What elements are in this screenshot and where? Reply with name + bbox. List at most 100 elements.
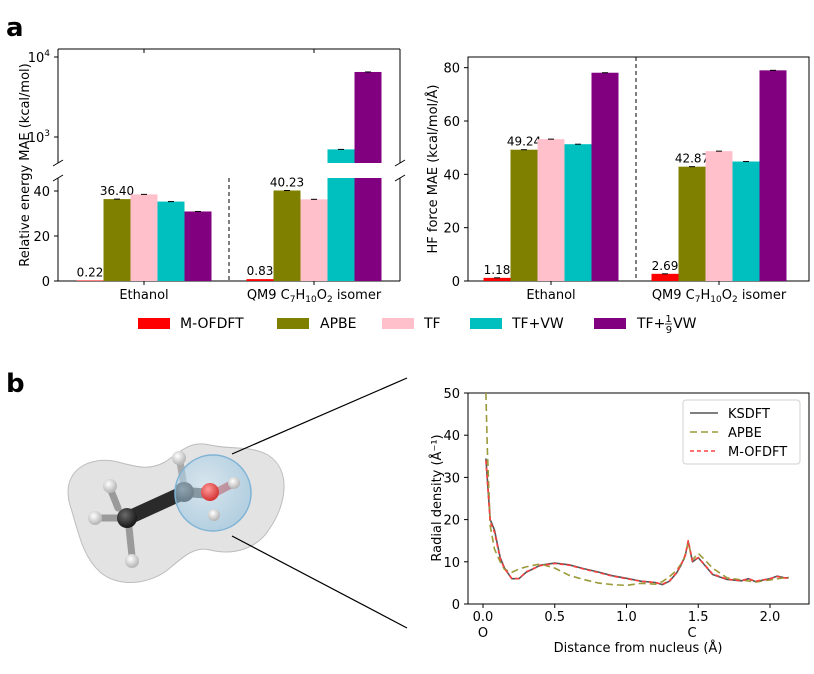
a1-bar-tf+19vw [184, 211, 212, 281]
a2-bar-tf+vw [732, 161, 760, 281]
a1-data-label: 0.83 [247, 264, 274, 278]
b-line-m-ofdft [485, 460, 789, 586]
a1-data-label: 0.22 [77, 266, 104, 280]
hydrogen-atom [88, 511, 102, 525]
ethanol-molecule-illustration [67, 377, 408, 629]
a2-ylabel: HF force MAE (kcal/mol/Å) [425, 85, 441, 254]
hydrogen-atom [103, 479, 117, 493]
radial-density-chart: 0.0 0.5 1.0 1.5 2.0 0 10 20 30 40 50 O C Distance … [429, 387, 810, 656]
a1-ytick-label: 40 [33, 185, 50, 200]
b-xtick-label: 1.5 [688, 610, 709, 625]
b-xtick-label: 1.0 [616, 610, 637, 625]
zoom-line [231, 377, 408, 455]
a1-bar-tf [130, 194, 158, 281]
a1-break-mark [52, 159, 64, 167]
a2-ytick-label: 0 [452, 275, 460, 290]
legend-swatch-m-ofdft [138, 318, 170, 329]
hydrogen-atom [172, 451, 186, 465]
legend-a: M-OFDFT APBE TF TF+VW TF+1 9VW [138, 314, 697, 336]
b-ytick-label: 40 [443, 429, 460, 444]
a2-bar-tf+19vw [591, 72, 619, 281]
b-xtick-label: 0.0 [473, 610, 494, 625]
a2-data-label: 42.87 [675, 152, 709, 166]
a1-xtick-label-ethanol: Ethanol [119, 288, 168, 303]
a1-bar-tf+vw [327, 178, 355, 281]
a1-bar-tf [300, 199, 328, 281]
b-xtick-label: 0.5 [544, 610, 565, 625]
legend-label-tf-19vw: TF+1 9VW [636, 314, 697, 336]
b-atom-label: O [478, 626, 488, 641]
a1-break-mark [52, 174, 64, 182]
a2-frame [467, 56, 810, 282]
a1-data-label: 36.40 [100, 184, 134, 198]
a1-bar-m-ofdft [246, 279, 274, 281]
b-ytick-label: 50 [443, 387, 460, 402]
a2-bar-apbe [510, 149, 538, 281]
b-ytick-label: 10 [443, 556, 460, 571]
a1-bar-apbe [103, 199, 131, 281]
a1-break-mark [394, 159, 406, 167]
legend-swatch-tf [382, 318, 414, 329]
b-xtick-label: 2.0 [760, 610, 781, 625]
a1-ytick-label: 20 [33, 230, 50, 245]
carbon-atom [117, 508, 137, 528]
density-isosurface [67, 443, 285, 583]
a1-bar-tf+vw-upper [327, 149, 355, 163]
a2-xtick-label-qm9: QM9 C7H10O2 isomer [652, 288, 787, 305]
b-legend-label-ksdft: KSDFT [728, 407, 770, 422]
a2-bar-tf [537, 139, 565, 281]
a1-bar-tf+19vw-upper [354, 71, 382, 163]
b-legend-label-m-ofdft: M-OFDFT [728, 445, 787, 460]
a1-bar-tf+vw [157, 201, 185, 281]
panel-label-a: a [6, 13, 24, 43]
b-line-apbe [485, 392, 789, 587]
a2-ytick-label: 20 [443, 222, 460, 237]
zoom-line [231, 535, 408, 629]
a2-bar-tf [705, 151, 733, 281]
a2-bar-apbe [678, 166, 706, 281]
b-legend-label-apbe: APBE [728, 426, 762, 441]
legend-label-m-ofdft: M-OFDFT [180, 316, 244, 332]
b-ytick-label: 20 [443, 514, 460, 529]
b-legend-box [682, 399, 801, 465]
a2-ytick-label: 40 [443, 168, 460, 183]
a2-xtick-label-ethanol: Ethanol [526, 288, 575, 303]
force-mae-chart: 0 20 40 60 80 1.18 2.69 49.24 42.87 Ethanol QM9… [425, 56, 810, 305]
a1-data-label: 40.23 [270, 175, 304, 189]
b-atom-label: C [687, 626, 696, 641]
a2-data-label: 49.24 [507, 135, 541, 149]
legend-label-apbe: APBE [320, 316, 356, 332]
a2-data-label: 2.69 [652, 259, 679, 273]
a2-bar-tf+19vw [759, 70, 787, 281]
b-ytick-label: 30 [443, 471, 460, 486]
b-line-ksdft [485, 458, 789, 586]
a2-ytick-label: 60 [443, 115, 460, 130]
oxygen-atom [201, 483, 219, 501]
a2-bar-m-ofdft [651, 273, 679, 281]
b-ytick-label: 0 [452, 598, 460, 613]
a2-bar-m-ofdft [483, 277, 511, 281]
legend-swatch-tf-vw [470, 318, 502, 329]
a1-bar-apbe [273, 190, 301, 281]
a1-ylabel: Relative energy MAE (kcal/mol) [18, 63, 33, 266]
hydrogen-atom [208, 509, 220, 521]
legend-label-tf-vw: TF+VW [511, 316, 564, 332]
b-xlabel: Distance from nucleus (Å) [554, 640, 723, 656]
legend-label-tf: TF [423, 316, 441, 332]
a1-bar-tf+19vw [354, 178, 382, 281]
hydrogen-atom [228, 477, 240, 489]
b-ylabel: Radial density (Å⁻¹) [429, 434, 445, 561]
a1-ytick-label: 0 [42, 275, 50, 290]
legend-swatch-tf-19vw [594, 318, 626, 329]
a2-bar-tf+vw [564, 144, 592, 281]
panel-label-b: b [6, 369, 25, 399]
a2-data-label: 1.18 [484, 263, 511, 277]
a1-break-mark [394, 174, 406, 182]
legend-swatch-apbe [277, 318, 309, 329]
hydrogen-atom [125, 554, 139, 568]
b-frame [467, 392, 810, 605]
a1-xtick-label-qm9: QM9 C7H10O2 isomer [247, 288, 382, 305]
a2-ytick-label: 80 [443, 62, 460, 77]
